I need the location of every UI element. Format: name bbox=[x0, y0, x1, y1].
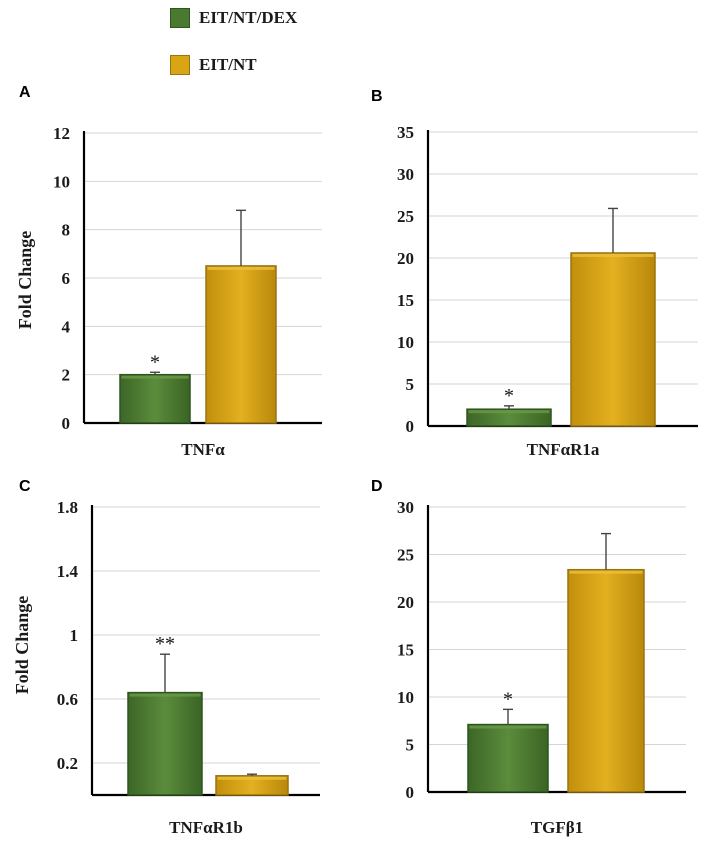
significance-marker: * bbox=[503, 688, 513, 710]
bar-highlight bbox=[121, 375, 189, 379]
y-axis-label: Fold Change bbox=[15, 231, 35, 330]
bar-eit-nt-dex bbox=[119, 373, 191, 424]
chart-panel-d: 0 5 10 15 20 25 30 * TGFβ1 bbox=[397, 498, 686, 837]
x-axis-label: TNFαR1b bbox=[169, 818, 243, 837]
y-tick-label: 0.6 bbox=[57, 690, 78, 709]
bar-eit-nt bbox=[567, 568, 645, 793]
x-axis-label: TNFαR1a bbox=[527, 440, 600, 459]
y-tick-label: 0.2 bbox=[57, 754, 78, 773]
y-tick-label: 8 bbox=[62, 221, 71, 240]
legend-swatch-eit-nt bbox=[170, 55, 190, 75]
y-tick-label: 1.4 bbox=[57, 562, 79, 581]
legend-item-eit-nt-dex: EIT/NT/DEX bbox=[170, 8, 297, 28]
y-tick-label: 10 bbox=[53, 172, 70, 191]
y-tick-label: 1 bbox=[70, 626, 79, 645]
y-axis-label: Fold Change bbox=[12, 596, 32, 695]
y-tick-label: 20 bbox=[397, 249, 414, 268]
y-tick-label: 0 bbox=[62, 414, 71, 433]
bar-highlight bbox=[572, 253, 654, 257]
x-axis-label: TGFβ1 bbox=[531, 818, 583, 837]
panel-label-a: A bbox=[19, 84, 31, 101]
y-tick-label: 15 bbox=[397, 641, 414, 660]
panel-label-c: C bbox=[19, 478, 31, 495]
bar-eit-nt bbox=[205, 265, 277, 424]
y-tick-label: 30 bbox=[397, 165, 414, 184]
legend-label-eit-nt-dex: EIT/NT/DEX bbox=[199, 8, 298, 27]
significance-marker: ** bbox=[155, 633, 175, 655]
y-tick-label: 0 bbox=[406, 783, 415, 802]
x-axis-label: TNFα bbox=[181, 440, 225, 459]
bar-highlight bbox=[217, 776, 287, 780]
panel-label-d: D bbox=[371, 478, 383, 495]
y-tick-label: 6 bbox=[62, 269, 71, 288]
y-tick-label: 20 bbox=[397, 593, 414, 612]
bar-highlight bbox=[469, 725, 547, 729]
bar-eit-nt bbox=[570, 252, 656, 427]
bar-highlight bbox=[207, 266, 275, 270]
y-tick-label: 0 bbox=[406, 417, 415, 436]
y-tick-label: 25 bbox=[397, 207, 414, 226]
y-tick-label: 15 bbox=[397, 291, 414, 310]
chart-panel-c: 0.2 0.6 1 1.4 1.8 ** TNFαR1b Fold Change bbox=[12, 498, 320, 837]
significance-marker: * bbox=[150, 351, 160, 373]
y-tick-label: 10 bbox=[397, 333, 414, 352]
y-tick-label: 1.8 bbox=[57, 498, 78, 517]
legend-item-eit-nt: EIT/NT bbox=[170, 55, 257, 75]
bar-highlight bbox=[129, 693, 201, 697]
y-tick-label: 25 bbox=[397, 546, 414, 565]
y-tick-label: 5 bbox=[406, 736, 415, 755]
y-tick-label: 2 bbox=[62, 366, 71, 385]
y-tick-label: 10 bbox=[397, 688, 414, 707]
y-tick-label: 12 bbox=[53, 124, 70, 143]
chart-panel-a: 0 2 4 6 8 10 12 * TNFα Fold Change bbox=[15, 124, 322, 459]
y-tick-label: 30 bbox=[397, 498, 414, 517]
significance-marker: * bbox=[504, 385, 514, 407]
y-tick-label: 35 bbox=[397, 123, 414, 142]
bar-eit-nt-dex bbox=[127, 691, 203, 796]
bar-eit-nt-dex bbox=[467, 723, 549, 793]
legend-swatch-eit-nt-dex bbox=[170, 8, 190, 28]
y-tick-label: 5 bbox=[406, 375, 415, 394]
legend-label-eit-nt: EIT/NT bbox=[199, 55, 257, 74]
bar-highlight bbox=[569, 570, 643, 574]
panel-label-b: B bbox=[371, 88, 383, 105]
bar-highlight bbox=[468, 410, 550, 414]
chart-panel-b: 0 5 10 15 20 25 30 35 * TNFαR1a bbox=[397, 123, 698, 459]
y-tick-label: 4 bbox=[62, 317, 71, 336]
